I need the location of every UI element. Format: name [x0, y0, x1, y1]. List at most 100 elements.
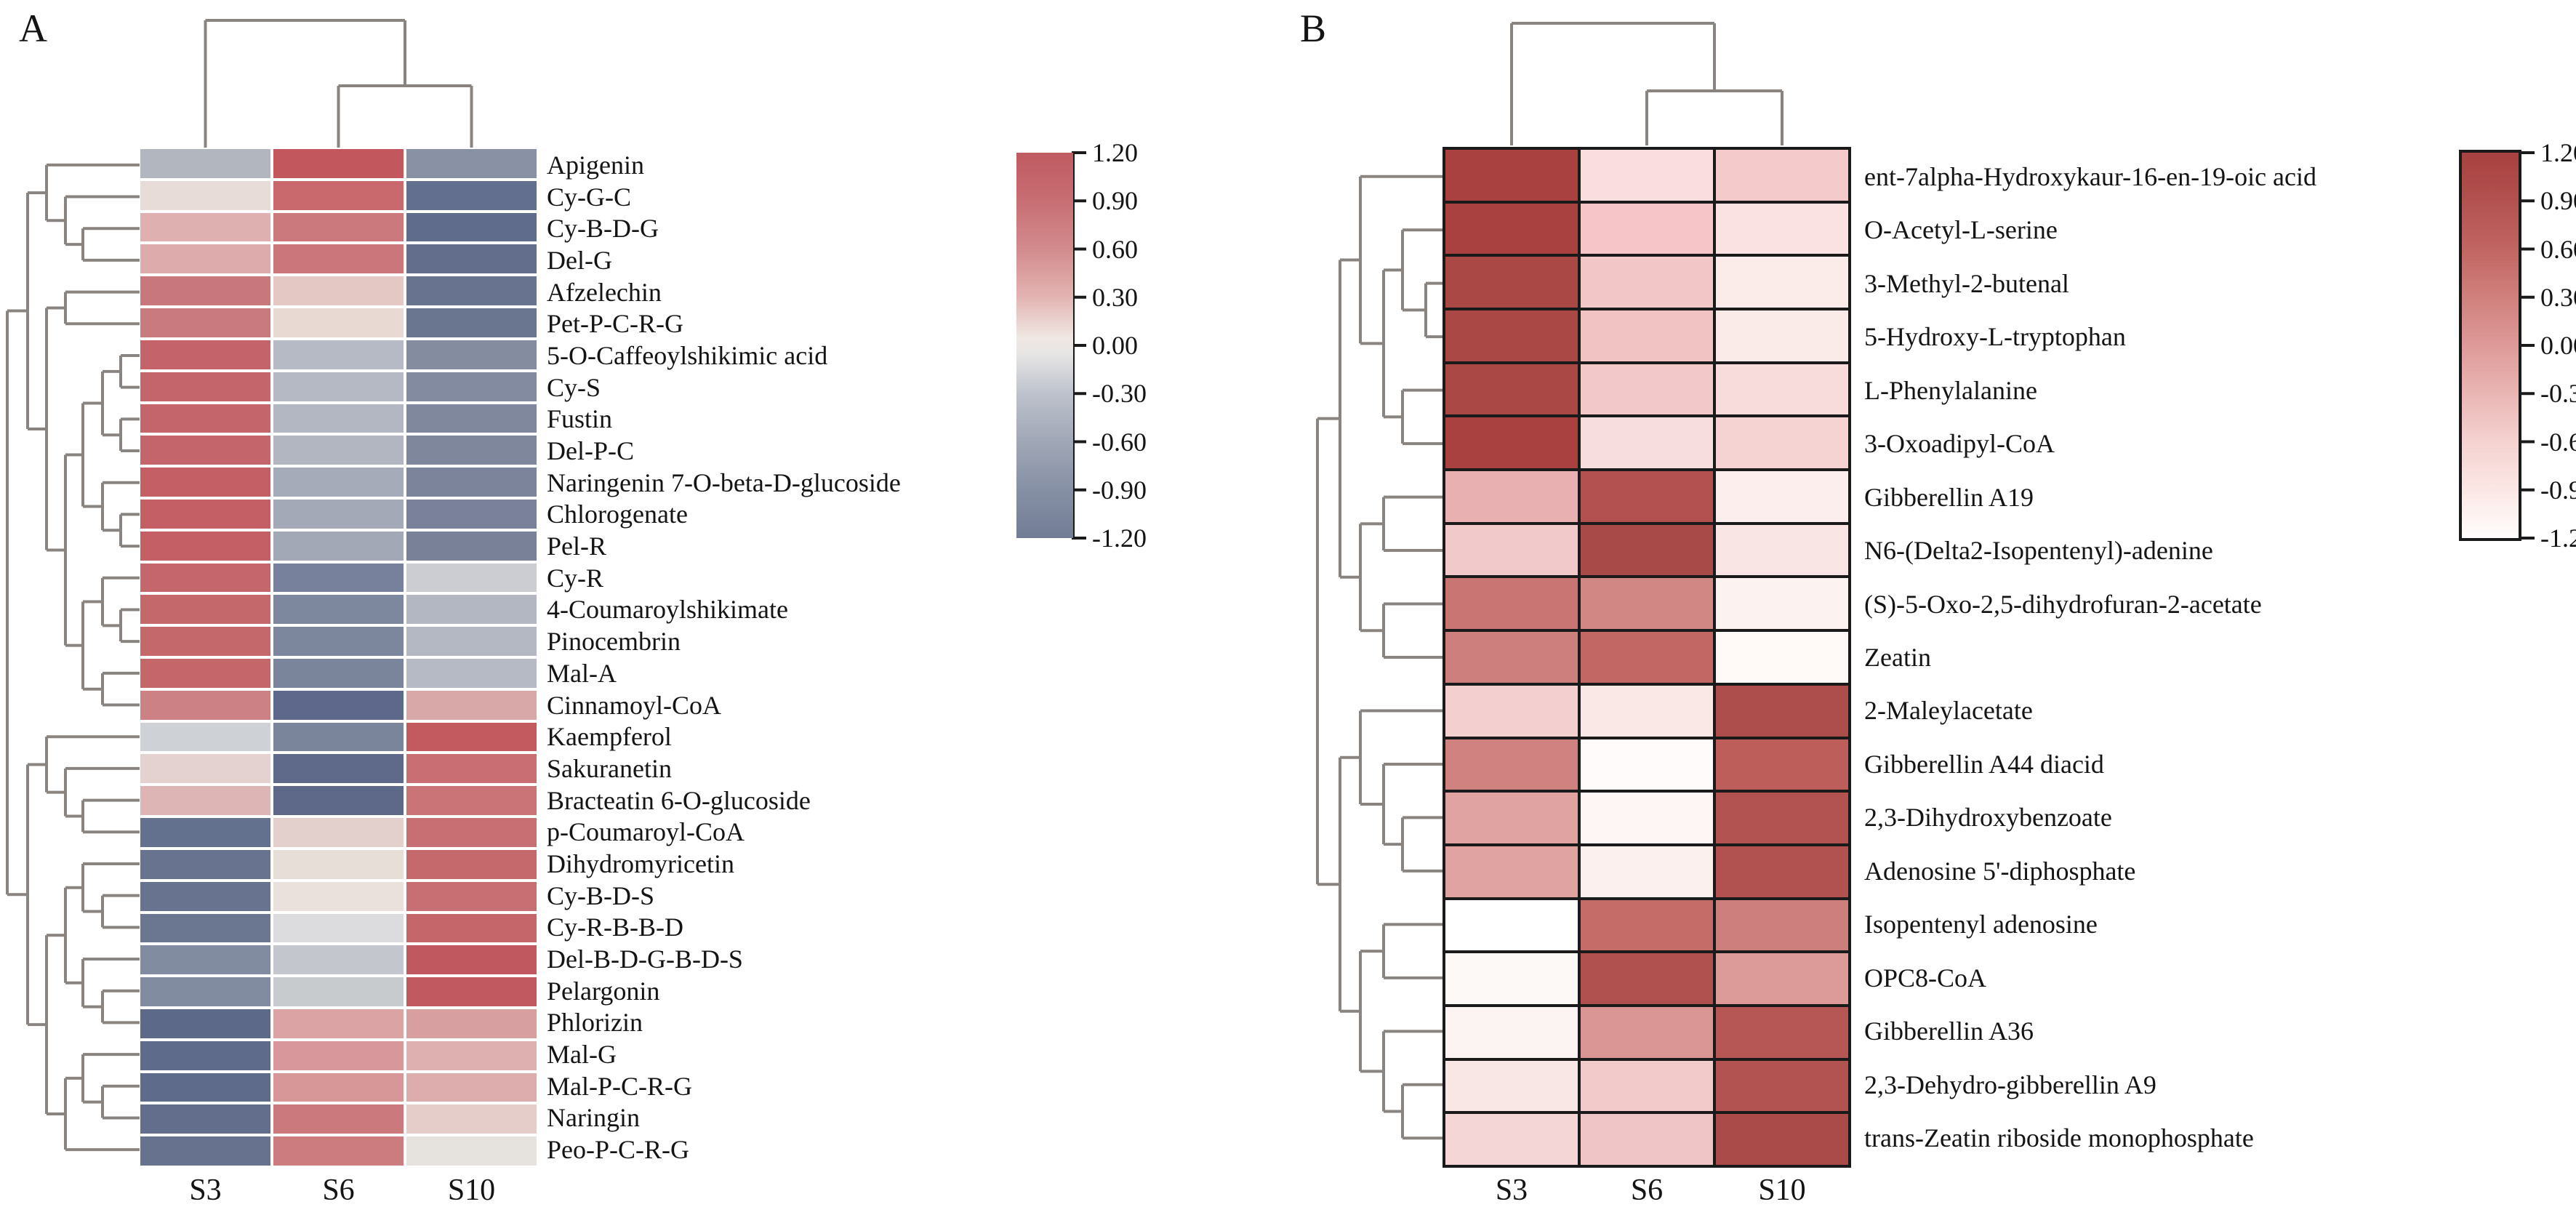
heatmap-cell: [273, 754, 404, 784]
row-label: Pet-P-C-R-G: [547, 309, 683, 339]
row-label: Cy-G-C: [547, 182, 631, 212]
heatmap-cell: [1581, 471, 1713, 522]
heatmap-cell: [273, 404, 404, 433]
row-label: Phlorizin: [547, 1008, 643, 1038]
heatmap-cell: [1581, 364, 1713, 415]
colorbar-tick-label: 0.90: [1092, 186, 1138, 216]
heatmap-cell: [273, 499, 404, 529]
heatmap-cell: [1445, 1060, 1578, 1112]
heatmap-cell: [1445, 310, 1578, 361]
heatmap-cell: [273, 308, 404, 337]
heatmap-cell: [1716, 793, 1848, 843]
row-label: Gibberellin A36: [1864, 1016, 2034, 1046]
row-label: N6-(Delta2-Isopentenyl)-adenine: [1864, 536, 2213, 566]
row-label: Apigenin: [547, 150, 644, 180]
heatmap-cell: [1581, 257, 1713, 308]
row-label: 2,3-Dihydroxybenzoate: [1864, 803, 2112, 833]
heatmap-cell: [273, 468, 404, 497]
row-label: (S)-5-Oxo-2,5-dihydrofuran-2-acetate: [1864, 589, 2262, 619]
heatmap-cell: [273, 531, 404, 561]
heatmap-cell: [406, 627, 537, 656]
row-label: Mal-P-C-R-G: [547, 1071, 692, 1101]
heatmap-cell: [273, 244, 404, 274]
colorbar-tick-label: -1.20: [1092, 524, 1147, 553]
heatmap-cell: [1581, 739, 1713, 790]
heatmap-cell: [406, 1072, 537, 1102]
heatmap-cell: [406, 244, 537, 274]
colorbar-tick-label: 0.30: [2540, 282, 2576, 312]
heatmap-cell: [406, 404, 537, 433]
heatmap-cell: [273, 212, 404, 242]
heatmap-cell: [406, 1104, 537, 1134]
row-label: Cinnamoyl-CoA: [547, 690, 721, 720]
heatmap-cell: [1581, 685, 1713, 737]
heatmap-cell: [273, 276, 404, 306]
heatmap-cell: [1581, 899, 1713, 951]
heatmap-cell: [1581, 953, 1713, 1004]
row-label: Mal-A: [547, 658, 617, 688]
heatmap-cell: [406, 180, 537, 210]
heatmap-cell: [1445, 1114, 1578, 1165]
heatmap-cell: [140, 276, 270, 306]
heatmap-cell: [273, 818, 404, 847]
heatmap-cell: [140, 913, 270, 943]
row-label: 3-Oxoadipyl-CoA: [1864, 429, 2055, 459]
heatmap-cell: [273, 881, 404, 911]
heatmap-cell: [273, 1136, 404, 1166]
row-label: Naringenin 7-O-beta-D-glucoside: [547, 468, 901, 497]
heatmap-cell: [406, 659, 537, 688]
colorbar-tick-label: -0.60: [1092, 427, 1147, 457]
colorbar-b: [2459, 150, 2521, 541]
heatmap-cell: [140, 818, 270, 847]
row-label: Isopentenyl adenosine: [1864, 910, 2098, 939]
heatmap-cell: [1716, 524, 1848, 576]
heatmap-cell: [1581, 417, 1713, 469]
row-label: trans-Zeatin riboside monophosphate: [1864, 1123, 2254, 1153]
heatmap-cell: [1445, 578, 1578, 630]
heatmap-cell: [1445, 203, 1578, 254]
heatmap-cell: [140, 1040, 270, 1070]
heatmap-cell: [406, 372, 537, 401]
heatmap-cell: [406, 690, 537, 720]
heatmap-cell: [1581, 632, 1713, 683]
heatmap-cell: [140, 1009, 270, 1038]
heatmap-cell: [273, 1009, 404, 1038]
heatmap-cell: [1716, 1114, 1848, 1165]
heatmap-cell: [1716, 150, 1848, 201]
heatmap-cell: [1445, 364, 1578, 415]
heatmap-cell: [140, 1136, 270, 1166]
heatmap-cell: [1445, 685, 1578, 737]
heatmap-cell: [1445, 1006, 1578, 1058]
colorbar-tick-label: -0.60: [2540, 427, 2576, 457]
heatmap-cell: [1716, 846, 1848, 897]
colorbar-tick-label: -0.90: [1092, 475, 1147, 505]
row-label: Chlorogenate: [547, 500, 688, 529]
heatmap-cell: [1445, 793, 1578, 843]
heatmap-cell: [140, 977, 270, 1006]
heatmap-cell: [1445, 471, 1578, 522]
heatmap-cell: [273, 913, 404, 943]
heatmap-cell: [1716, 953, 1848, 1004]
row-label: 5-O-Caffeoylshikimic acid: [547, 340, 828, 370]
heatmap-cell: [1716, 578, 1848, 630]
heatmap-cell: [406, 595, 537, 625]
heatmap-cell: [1581, 1114, 1713, 1165]
heatmap-cell: [273, 180, 404, 210]
heatmap-cell: [406, 276, 537, 306]
heatmap-cell: [1716, 685, 1848, 737]
heatmap-cell: [140, 372, 270, 401]
panel-a-label: A: [19, 7, 47, 50]
heatmap-cell: [140, 786, 270, 816]
row-label: p-Coumaroyl-CoA: [547, 817, 745, 847]
heatmap-cell: [140, 690, 270, 720]
heatmap-cell: [1445, 524, 1578, 576]
heatmap-cell: [406, 308, 537, 337]
heatmap-cell: [273, 340, 404, 369]
row-label: Del-B-D-G-B-D-S: [547, 945, 743, 974]
row-label: Cy-B-D-G: [547, 214, 659, 244]
row-label: Adenosine 5'-diphosphate: [1864, 856, 2136, 886]
row-label: Cy-S: [547, 372, 601, 402]
colorbar-tick-label: 0.60: [2540, 234, 2576, 264]
row-label: Cy-R-B-B-D: [547, 913, 683, 942]
